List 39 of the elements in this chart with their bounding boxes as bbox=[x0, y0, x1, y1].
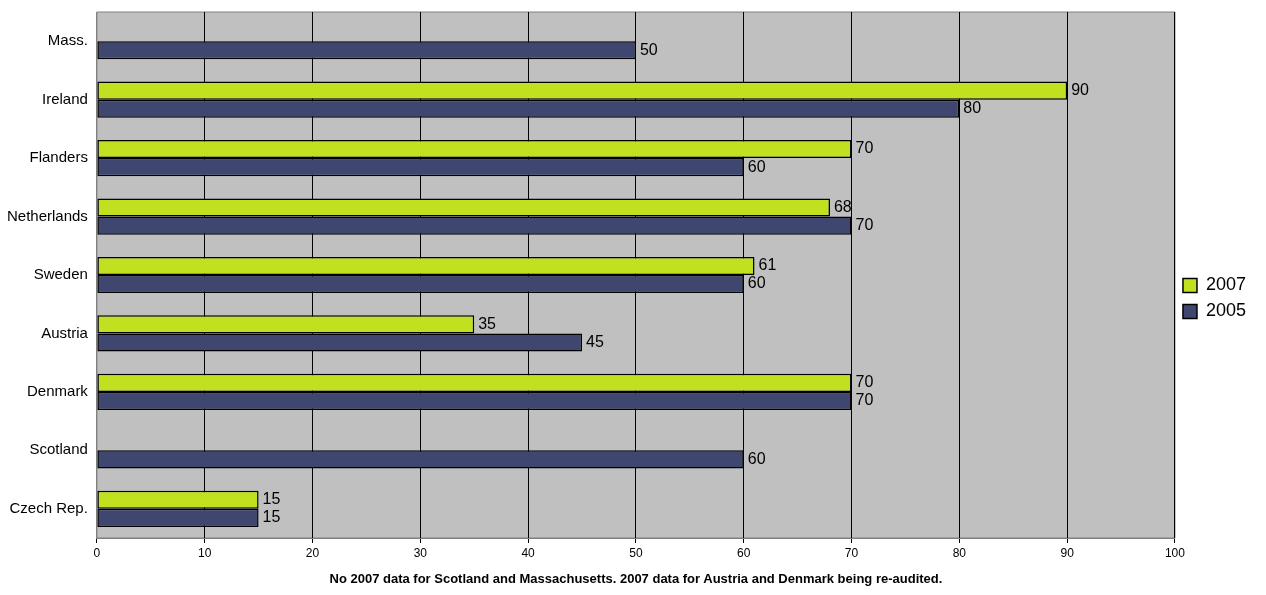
data-label: 60 bbox=[747, 274, 766, 292]
x-axis-title: No 2007 data for Scotland and Massachusetts. 2007 data for Austria and Denmark being re-audited. bbox=[329, 570, 943, 586]
x-tick-label: 50 bbox=[629, 545, 643, 560]
data-label: 70 bbox=[855, 139, 874, 157]
x-tick-label: 20 bbox=[305, 545, 320, 560]
x-tick-label: 0 bbox=[93, 545, 101, 560]
y-tick-label: Flanders bbox=[29, 148, 88, 166]
y-tick-label: Austria bbox=[41, 323, 89, 341]
x-tick-label: 100 bbox=[1164, 545, 1186, 560]
data-label: 61 bbox=[758, 256, 777, 274]
data-label: 45 bbox=[586, 332, 604, 350]
data-label: 15 bbox=[262, 490, 281, 508]
y-tick-label: Scotland bbox=[29, 440, 88, 458]
y-tick-label: Mass. bbox=[47, 31, 88, 49]
data-label: 35 bbox=[478, 314, 497, 332]
data-label: 90 bbox=[1071, 81, 1090, 99]
data-label: 68 bbox=[833, 197, 852, 215]
x-tick-label: 40 bbox=[521, 545, 536, 560]
y-tick-label: Netherlands bbox=[6, 206, 88, 224]
x-tick-label: 80 bbox=[952, 545, 967, 560]
y-tick-label: Ireland bbox=[42, 89, 88, 107]
legend-label: 2005 bbox=[1205, 300, 1246, 321]
data-label: 15 bbox=[262, 508, 281, 526]
y-tick-label: Czech Rep. bbox=[9, 498, 88, 516]
data-label: 60 bbox=[747, 449, 766, 467]
data-label: 70 bbox=[855, 216, 874, 234]
data-label: 60 bbox=[747, 157, 766, 175]
data-label: 80 bbox=[963, 99, 982, 117]
y-tick-label: Sweden bbox=[33, 265, 88, 283]
data-label: 70 bbox=[855, 391, 874, 409]
x-tick-label: 60 bbox=[737, 545, 751, 560]
x-tick-label: 90 bbox=[1060, 545, 1075, 560]
x-tick-label: 70 bbox=[844, 545, 859, 560]
data-label: 50 bbox=[639, 40, 658, 58]
x-tick-label: 30 bbox=[413, 545, 428, 560]
legend-label: 2007 bbox=[1205, 274, 1246, 295]
data-label: 70 bbox=[855, 373, 874, 391]
y-tick-label: Denmark bbox=[27, 382, 89, 400]
x-tick-label: 10 bbox=[198, 545, 212, 560]
